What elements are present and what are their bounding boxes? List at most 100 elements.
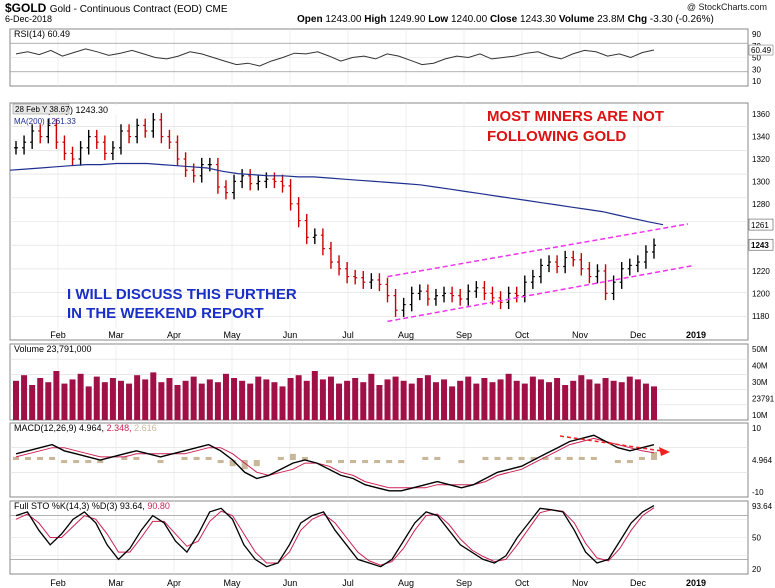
macd-tick-label: 4.964 bbox=[752, 456, 773, 465]
rsi-last-label: 60.49 bbox=[751, 46, 772, 55]
volume-bar bbox=[295, 375, 302, 420]
volume-bar bbox=[489, 382, 496, 420]
macd-arrow-head bbox=[659, 447, 670, 456]
macd-histogram-bar bbox=[73, 460, 80, 464]
macd-signal-line bbox=[15, 437, 655, 489]
month-label: Nov bbox=[572, 330, 589, 340]
macd-histogram-bar bbox=[97, 460, 104, 464]
bottom-month-label: May bbox=[223, 578, 241, 588]
macd-histogram-bar bbox=[578, 456, 585, 460]
price-axis-label: 1261 bbox=[751, 221, 769, 230]
price-tooltip: 28 Feb Y 38.67 bbox=[15, 105, 70, 114]
volume-bar bbox=[247, 383, 254, 420]
volume-bar bbox=[142, 379, 149, 420]
macd-histogram-bar bbox=[590, 456, 597, 460]
volume-bar bbox=[182, 380, 189, 420]
low-value: 1240.00 bbox=[451, 14, 488, 25]
exchange: CME bbox=[205, 4, 228, 15]
price-axis-label: 1360 bbox=[752, 110, 770, 119]
macd-histogram-bar bbox=[458, 460, 465, 464]
bottom-month-label: Mar bbox=[108, 578, 124, 588]
volume-bar bbox=[449, 386, 456, 420]
bottom-month-label: Sep bbox=[456, 578, 472, 588]
volume-bar bbox=[93, 376, 100, 420]
volume-bar bbox=[29, 385, 36, 420]
macd-histogram-bar bbox=[13, 456, 19, 460]
macd-histogram-bar bbox=[506, 456, 513, 460]
month-label: Feb bbox=[50, 330, 66, 340]
volume-value: 23.8M bbox=[597, 14, 625, 25]
volume-tick-label: 50M bbox=[752, 345, 768, 354]
volume-bar bbox=[537, 379, 544, 420]
close-label: Close bbox=[489, 14, 518, 25]
volume-bar bbox=[513, 380, 520, 420]
volume-bar bbox=[376, 385, 383, 420]
volume-bar bbox=[61, 383, 68, 420]
month-label: Dec bbox=[630, 330, 647, 340]
volume-bar bbox=[594, 383, 601, 420]
price-axis-box bbox=[748, 218, 774, 231]
price-axis-label: 1320 bbox=[752, 155, 770, 164]
month-label: Oct bbox=[515, 330, 530, 340]
volume-bar bbox=[384, 379, 391, 420]
volume-bar bbox=[457, 380, 464, 420]
volume-bar bbox=[37, 378, 44, 420]
volume-bar bbox=[13, 380, 19, 420]
macd-histogram-bar bbox=[85, 460, 92, 464]
month-label: 2019 bbox=[686, 330, 706, 340]
bottom-month-label: Jul bbox=[342, 578, 354, 588]
macd-histogram-bar bbox=[638, 456, 645, 460]
macd-histogram-bar bbox=[374, 460, 381, 464]
rsi-tick-label: 90 bbox=[752, 30, 761, 39]
volume-tick-label: 40M bbox=[752, 362, 768, 371]
volume-bar bbox=[271, 382, 278, 420]
bottom-month-label: Aug bbox=[398, 578, 414, 588]
sto-tick-label: 20 bbox=[752, 565, 761, 574]
bottom-month-label: Oct bbox=[515, 578, 530, 588]
volume-bar bbox=[53, 371, 60, 420]
macd-histogram-bar bbox=[494, 456, 501, 460]
macd-histogram-bar bbox=[651, 451, 657, 460]
macd-histogram-bar bbox=[49, 456, 56, 460]
volume-label: Volume bbox=[558, 14, 595, 25]
volume-bar bbox=[465, 376, 472, 420]
macd-histogram-bar bbox=[614, 460, 621, 464]
volume-tick-label: 23791 bbox=[752, 395, 775, 404]
sto-tick-label: 93.64 bbox=[752, 502, 773, 511]
macd-histogram-bar bbox=[289, 453, 296, 460]
chart-header: $GOLD Gold - Continuous Contract (EOD) C… bbox=[0, 0, 775, 27]
price-axis-label: 1340 bbox=[752, 133, 770, 142]
macd-line bbox=[15, 434, 655, 492]
bottom-month-label: Feb bbox=[50, 578, 66, 588]
volume-bar bbox=[400, 380, 407, 420]
quote-summary: Open 1243.00 High 1249.90 Low 1240.00 Cl… bbox=[297, 14, 714, 25]
volume-bar bbox=[263, 379, 270, 420]
macd-histogram-bar bbox=[566, 456, 573, 460]
open-value: 1243.00 bbox=[325, 14, 362, 25]
sto-d-line bbox=[15, 507, 655, 566]
volume-bar bbox=[117, 380, 124, 420]
high-value: 1249.90 bbox=[389, 14, 426, 25]
volume-bar bbox=[255, 376, 262, 420]
macd-histogram-bar bbox=[398, 460, 405, 464]
macd-histogram-bar bbox=[157, 460, 164, 464]
month-label: Sep bbox=[456, 330, 472, 340]
macd-tick-label: -10 bbox=[752, 488, 764, 497]
channel-lower-line bbox=[387, 264, 695, 323]
macd-histogram-bar bbox=[121, 456, 128, 460]
volume-bar bbox=[352, 378, 359, 420]
macd-histogram-bar bbox=[482, 456, 489, 460]
macd-histogram-bar bbox=[193, 456, 200, 460]
price-legend-bg bbox=[11, 105, 129, 115]
volume-bar bbox=[578, 375, 585, 420]
volume-tick-label: 10M bbox=[752, 411, 768, 420]
volume-bar bbox=[150, 372, 157, 420]
sto-k-line bbox=[15, 505, 655, 568]
bottom-month-label: Apr bbox=[167, 578, 181, 588]
volume-bar bbox=[602, 378, 609, 420]
volume-bar bbox=[651, 386, 657, 420]
volume-bar bbox=[77, 373, 84, 420]
volume-bar bbox=[174, 385, 181, 420]
volume-bar bbox=[416, 378, 423, 420]
